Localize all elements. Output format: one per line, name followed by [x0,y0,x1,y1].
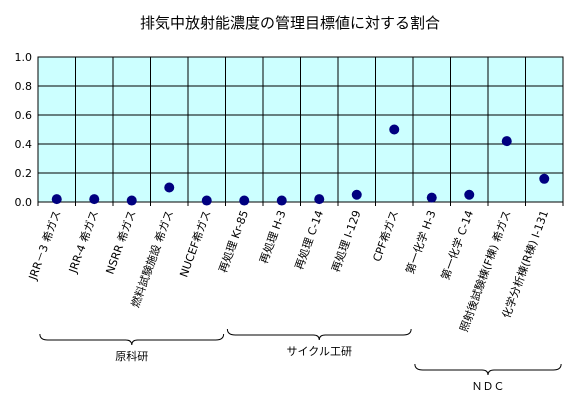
category-label: JRR－3 希ガス [25,208,63,282]
category-label: 再処理 H-3 [257,209,288,266]
y-tick-label: 0.4 [15,138,33,151]
data-point [539,173,550,184]
data-point [51,194,62,205]
grid-lines [38,57,563,202]
data-point [501,136,512,147]
group-bracket [39,333,225,346]
data-point [239,195,250,206]
y-tick-label: 0.6 [15,109,33,122]
category-label: NUCEF希ガス [176,208,213,279]
category-label: NSRR 希ガス [102,208,138,276]
group-label: ＮＤＣ [472,380,505,393]
group-label: 原科研 [115,349,148,363]
category-label: 第一化学 C-14 [438,208,476,282]
data-point [201,195,212,206]
y-tick-label: 0.2 [15,167,33,180]
group-label: サイクル工研 [287,345,352,358]
data-point [389,124,400,135]
category-label: 再処理 C-14 [293,209,326,272]
data-point [164,182,175,193]
group-brackets: 原科研 サイクル工研 ＮＤＣ [39,328,562,393]
category-label: 再処理 Kr-85 [216,209,251,275]
x-axis-ticks [37,202,564,206]
chart-title: 排気中放射能濃度の管理目標値に対する割合 [140,14,440,32]
data-point [89,194,100,205]
data-point [126,195,137,206]
y-axis-ticks: 0.0 0.2 0.4 0.6 0.8 1.0 [15,51,33,209]
category-label: 燃料試験施設 希ガス [128,208,176,309]
data-points [51,124,550,206]
category-label: 再処理 I-129 [329,209,363,274]
group-bracket [226,328,412,341]
data-point [426,192,437,203]
category-label: JRR-4 希ガス [65,208,101,275]
data-point [464,189,475,200]
group-bracket [414,363,562,376]
category-label: CPF希ガス [370,208,402,263]
y-tick-label: 0.8 [15,80,33,93]
data-point [276,195,287,206]
data-point [351,189,362,200]
category-label: 第一化学 H-3 [403,208,439,276]
y-tick-label: 1.0 [15,51,33,64]
y-tick-label: 0.0 [15,196,33,209]
data-point [314,194,325,205]
